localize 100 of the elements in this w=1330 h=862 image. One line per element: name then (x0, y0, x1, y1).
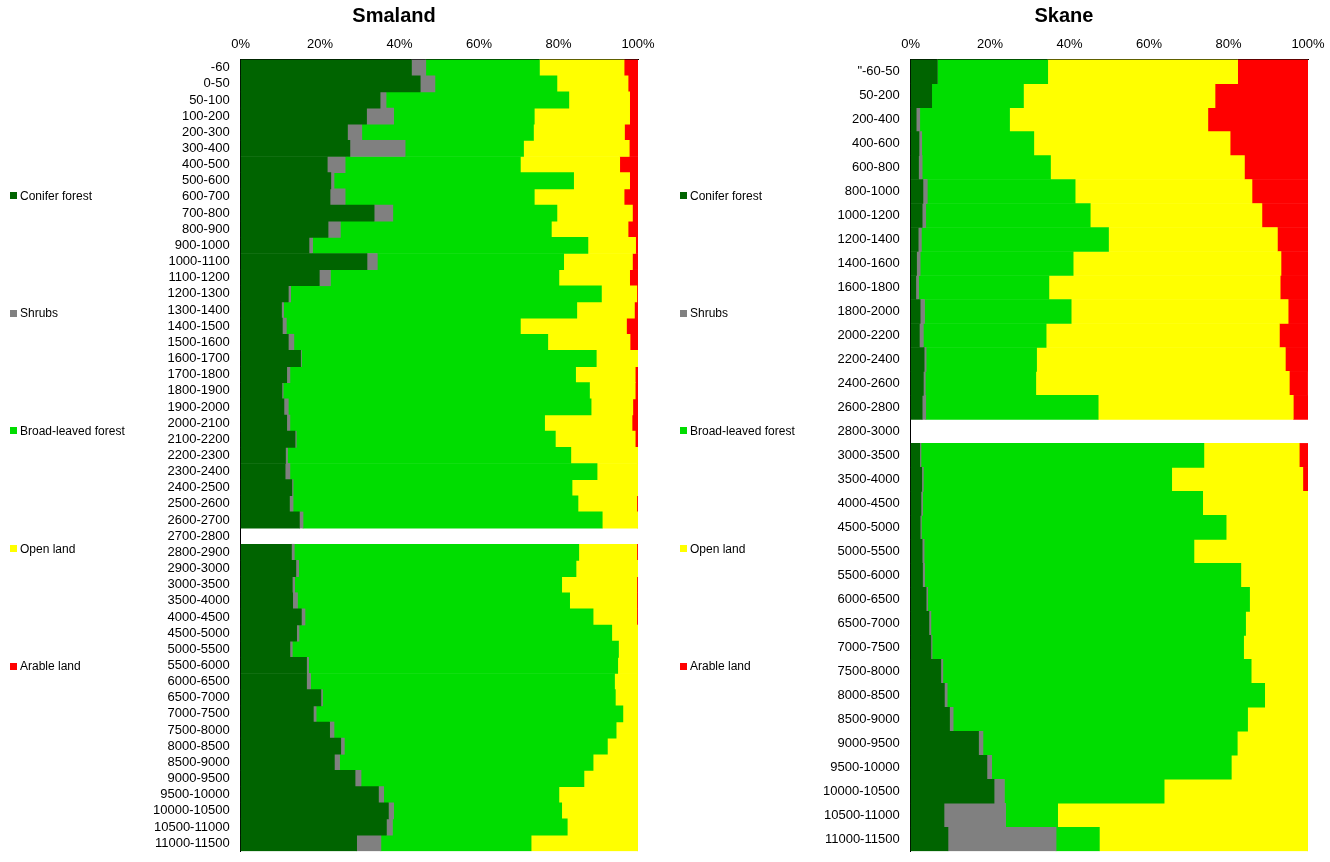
y-tick-label: 8500-9000 (167, 753, 230, 769)
y-tick-label: 10000-10500 (152, 802, 230, 818)
y-tick-label: 900-1000 (174, 236, 230, 252)
legend-label: Arable land (690, 659, 751, 674)
y-tick-label: 2500-2600 (167, 495, 230, 511)
y-tick-label: 4500-5000 (837, 518, 900, 534)
y-tick-label: 2000-2200 (837, 327, 900, 343)
y-tick-label: 10500-11000 (153, 818, 230, 834)
x-tick-label: 20% (977, 36, 1004, 52)
y-tick-label: 2600-2700 (167, 511, 230, 527)
y-tick-label: 1000-1200 (837, 207, 900, 223)
y-tick-label: 1200-1400 (837, 231, 900, 247)
x-tick-label: 100% (621, 36, 656, 52)
y-tick-label: 1000-1100 (168, 253, 230, 269)
y-tick-label: 2900-3000 (167, 560, 230, 576)
y-tick-label: 4000-4500 (837, 494, 900, 510)
y-tick-label: 7000-7500 (837, 638, 900, 654)
y-tick-label: 2200-2300 (167, 446, 230, 462)
x-tick-label: 40% (386, 36, 414, 52)
y-tick-label: 2100-2200 (167, 430, 230, 446)
y-tick-label: 11000-11500 (154, 834, 230, 850)
y-tick-label: 9000-9500 (167, 770, 230, 786)
y-tick-label: 0-50 (203, 75, 230, 91)
y-tick-label: 5000-5500 (837, 542, 900, 558)
y-tick-label: 1400-1600 (837, 255, 900, 271)
y-tick-label: 2300-2400 (167, 463, 230, 479)
x-tick-label: 60% (1136, 36, 1163, 52)
y-tick-label: 2200-2400 (837, 351, 900, 367)
legend-label: Shrubs (20, 306, 59, 321)
legend-label: Shrubs (690, 306, 729, 321)
y-tick-label: 5500-6000 (837, 566, 900, 582)
y-tick-label: 8500-9000 (837, 710, 900, 726)
y-tick-label: 9500-10000 (160, 786, 230, 802)
y-tick-label: 50-200 (859, 87, 900, 103)
y-tick-label: 1100-1200 (168, 269, 230, 285)
y-tick-label: 6000-6500 (167, 673, 230, 689)
x-tick-label: 80% (1215, 36, 1242, 52)
legend-label: Open land (690, 541, 746, 556)
legend-label: Arable land (20, 659, 81, 674)
y-tick-label: 400-500 (181, 156, 230, 172)
y-tick-label: 8000-8500 (167, 737, 230, 753)
x-tick-label: 40% (1056, 36, 1084, 52)
legend-label: Open land (20, 541, 76, 556)
y-tick-label: 2400-2600 (837, 375, 900, 391)
chart-title: Smaland (352, 3, 436, 26)
y-tick-label: 4000-4500 (167, 608, 230, 624)
y-tick-label: 6500-7000 (837, 614, 900, 630)
legend-label: Broad-leaved forest (690, 423, 795, 438)
y-tick-label: 1200-1300 (167, 285, 230, 301)
y-tick-label: 100-200 (181, 107, 230, 123)
y-tick-label: 1600-1700 (167, 350, 230, 366)
y-tick-label: 2700-2800 (167, 527, 230, 543)
y-tick-label: 800-900 (181, 220, 230, 236)
legend-label: Broad-leaved forest (20, 423, 125, 438)
y-tick-label: 10500-11000 (823, 806, 900, 822)
x-tick-label: 60% (466, 36, 493, 52)
y-tick-label: 10000-10500 (822, 782, 900, 798)
y-tick-label: 2400-2500 (167, 479, 230, 495)
y-tick-label: 400-600 (851, 135, 900, 151)
y-tick-label: 1700-1800 (167, 366, 230, 382)
legend-label: Conifer forest (20, 188, 93, 203)
y-tick-label: 2000-2100 (167, 414, 230, 430)
y-tick-label: 50-100 (189, 91, 230, 107)
y-tick-label: 5500-6000 (167, 656, 230, 672)
y-tick-label: 800-1000 (844, 183, 900, 199)
y-tick-label: 1600-1800 (837, 279, 900, 295)
y-tick-label: 700-800 (181, 204, 230, 220)
y-tick-label: 3000-3500 (167, 576, 230, 592)
y-tick-label: 8000-8500 (837, 686, 900, 702)
x-tick-label: 20% (307, 36, 334, 52)
y-tick-label: 5000-5500 (167, 640, 230, 656)
y-tick-label: "-60-50 (857, 63, 900, 79)
legend-label: Conifer forest (690, 188, 763, 203)
y-tick-label: 200-300 (181, 123, 230, 139)
y-tick-label: 1800-2000 (837, 303, 900, 319)
y-tick-label: 200-400 (851, 111, 900, 127)
y-tick-label: 600-800 (851, 159, 900, 175)
y-tick-label: 11000-11500 (824, 830, 900, 846)
y-tick-label: 7500-8000 (837, 662, 900, 678)
y-tick-label: 1900-2000 (167, 398, 230, 414)
y-tick-label: 6500-7000 (167, 689, 230, 705)
y-tick-label: 3000-3500 (837, 446, 900, 462)
y-tick-label: 2800-3000 (837, 422, 900, 438)
x-tick-label: 100% (1291, 36, 1326, 52)
y-tick-label: 3500-4000 (167, 592, 230, 608)
y-tick-label: 7000-7500 (167, 705, 230, 721)
y-tick-label: 2600-2800 (837, 399, 900, 414)
y-tick-label: 4500-5000 (167, 624, 230, 640)
y-tick-label: 1300-1400 (167, 301, 230, 317)
y-tick-label: 1800-1900 (167, 382, 230, 398)
x-tick-label: 80% (545, 36, 572, 52)
y-tick-label: 7500-8000 (167, 721, 230, 737)
y-tick-label: 1400-1500 (167, 317, 230, 333)
y-tick-label: 300-400 (181, 140, 230, 156)
x-tick-label: 0% (901, 36, 921, 52)
y-tick-label: 6000-6500 (837, 590, 900, 606)
chart-title: Skane (1034, 3, 1094, 26)
y-tick-label: 600-700 (181, 188, 230, 204)
y-tick-label: 3500-4000 (837, 470, 900, 486)
y-tick-label: 1500-1600 (167, 333, 230, 349)
